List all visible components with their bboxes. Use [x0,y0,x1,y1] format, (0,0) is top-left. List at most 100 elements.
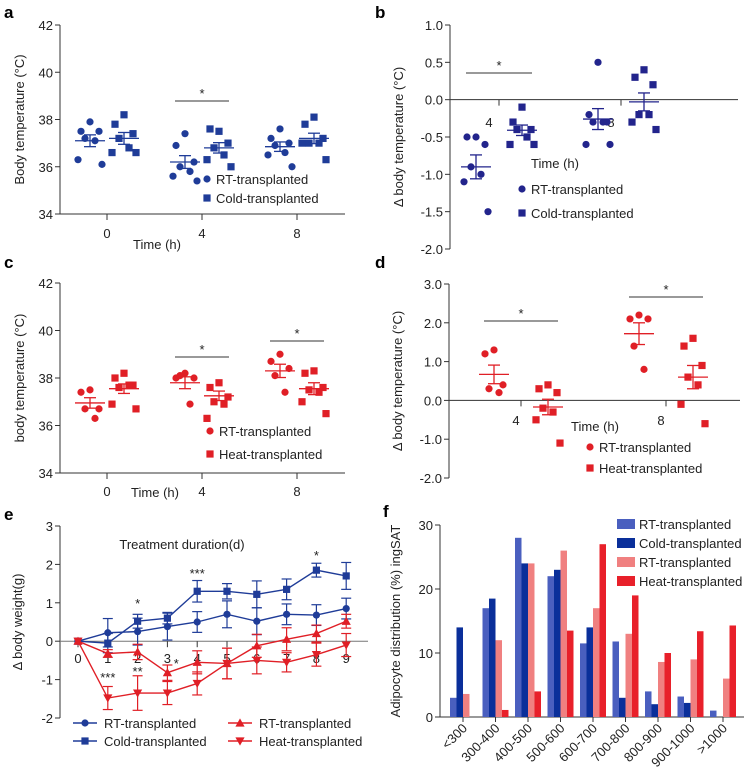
group-rt-transplanted-t4 [479,346,509,397]
data-point [267,134,275,142]
legend-marker-square [586,464,594,472]
data-point [111,120,119,128]
data-point [640,365,648,373]
x-tick-label: 4 [198,484,205,499]
legend-label: Heat-transplanted [599,461,702,476]
bar-<300 [463,693,470,717]
legend-marker-square [206,450,214,458]
y-tick-label: 38 [39,113,53,128]
x-tick-label: 8 [293,484,300,499]
data-point [322,156,330,164]
data-point [125,381,133,389]
data-point [539,404,547,412]
x-tick-label: 4 [485,115,492,130]
data-point [215,379,223,387]
data-point [288,163,296,171]
data-point [215,127,223,135]
data-point [103,648,113,658]
data-point [484,208,492,216]
series-square [74,561,352,654]
significance-marker: * [314,548,319,563]
data-point [680,342,688,350]
legend-label: Heat-transplanted [639,574,742,589]
bar-900-1000 [677,696,684,717]
data-point [310,367,318,375]
bar-700-800 [612,641,619,717]
data-point [133,689,143,698]
bar-300-400 [502,709,509,717]
significance-marker: *** [190,566,205,581]
data-point [95,127,103,135]
legend-marker-triangle-up [235,718,245,727]
data-point [635,311,643,319]
y-tick-label: -1 [41,673,53,688]
legend-marker-square [203,194,211,202]
data-point [104,639,112,647]
data-point [73,637,83,646]
group-rt-transplanted-t4 [169,130,201,185]
group-cold-transplanted-t4 [203,125,235,171]
y-tick-label: -0.5 [421,130,443,145]
panel-b: b -2.0 -1.5 -1.0 -0.5 0.0 0.5 1.0 Δ body tempera… [375,3,738,257]
data-point [281,148,289,157]
data-point [252,656,262,665]
data-point [322,410,330,418]
bar-800-900 [645,691,652,717]
data-point [698,361,706,370]
data-point [190,374,198,382]
y-axis-label: Body temperature (°C) [12,54,27,184]
legend-swatch [617,519,635,529]
legend-swatch [617,557,635,567]
data-point [115,383,123,392]
significance-marker: * [496,58,501,73]
y-tick-label: 36 [39,160,53,175]
data-point [582,140,590,149]
series-triangle-up [73,613,352,681]
data-point [630,342,638,350]
y-tick-label: 20 [419,582,433,597]
bar-<300 [456,627,463,717]
legend-swatch [617,576,635,586]
data-point [549,408,557,416]
y-tick-label: 34 [39,466,53,481]
bar-700-800 [632,595,639,717]
data-point [285,139,293,147]
group-heat-transplanted-t8 [298,367,330,418]
group-rt-transplanted-t0 [74,118,106,168]
data-point [271,141,279,150]
data-point [81,405,89,413]
data-point [224,393,232,401]
y-tick-label: 42 [39,18,53,33]
data-point [626,315,634,323]
data-point [125,144,133,152]
data-point [77,388,85,396]
data-point [298,398,306,406]
y-tick-label: 30 [419,518,433,533]
legend-label: RT-transplanted [259,716,351,731]
data-point [74,156,82,164]
data-point [628,118,636,126]
legend-label: Cold-transplanted [216,191,319,206]
group-cold-transplanted-t8 [298,113,330,164]
bar-300-400 [495,640,502,717]
data-point [599,118,607,126]
legend-label: RT-transplanted [531,182,623,197]
y-tick-label: -2.0 [420,471,442,486]
data-point [319,383,327,392]
data-point [283,585,291,593]
data-point [518,103,526,111]
y-tick-label: -1.0 [420,432,442,447]
panel-label: e [4,505,13,524]
significance-marker: ** [133,664,143,679]
group-heat-transplanted-t4 [203,379,234,422]
y-tick-label: 36 [39,419,53,434]
bar-700-800 [619,697,626,717]
data-point [95,405,103,413]
data-point [192,679,202,689]
legend-label: RT-transplanted [104,716,196,731]
data-point [210,398,218,406]
data-point [223,587,231,595]
data-point [120,111,128,119]
